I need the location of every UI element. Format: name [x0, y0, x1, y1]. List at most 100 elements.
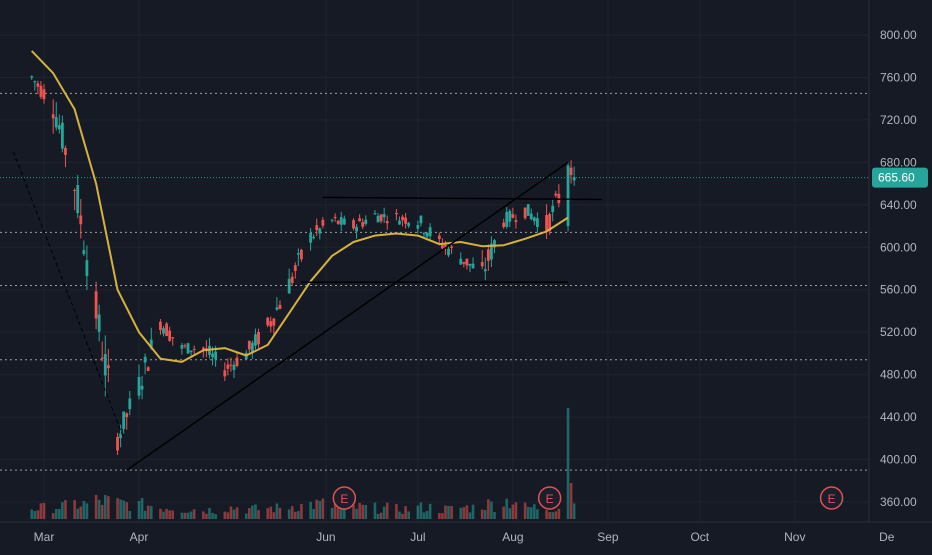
candle-body [395, 212, 398, 215]
candle-body [79, 215, 83, 225]
earnings-marker[interactable] [332, 486, 357, 510]
price-tick-label: 800.00 [880, 28, 917, 42]
volume-bar [143, 510, 147, 519]
volume-bar [557, 508, 561, 519]
volume-bar [251, 505, 254, 519]
volume-bar [171, 510, 175, 519]
candle-body [192, 348, 196, 350]
volume-bar [355, 508, 358, 519]
candle-body [94, 291, 98, 319]
volume-bar [269, 506, 273, 519]
price-tick-label: 440.00 [880, 410, 917, 424]
candle-body [116, 436, 119, 451]
candle-body [97, 314, 101, 332]
candle-body [103, 353, 107, 376]
candle-body [162, 328, 165, 334]
candle-body [183, 345, 187, 347]
trendline[interactable] [126, 161, 569, 471]
volume-bar [545, 510, 548, 519]
time-tick-label: Sep [597, 530, 619, 544]
volume-bar [183, 512, 187, 519]
volume-bar [441, 513, 444, 519]
volume-bar [100, 504, 104, 519]
resistance-line[interactable] [322, 196, 602, 201]
candle-body [214, 351, 218, 360]
candle-body [128, 398, 132, 410]
earnings-marker-label: E [828, 492, 836, 506]
candle-body [566, 165, 570, 227]
candle-body [428, 227, 432, 237]
candle-body [483, 269, 487, 272]
volume-bar [339, 502, 343, 519]
candle-body [480, 261, 484, 267]
volume-bar [373, 502, 377, 519]
volume-bar [226, 512, 230, 519]
candle-body [30, 76, 34, 78]
time-tick-label: Aug [502, 530, 523, 544]
volume-bar [192, 509, 196, 519]
volume-bar [214, 513, 217, 519]
time-axis-panel [0, 522, 932, 550]
volume-bar [168, 510, 171, 519]
candle-body [422, 233, 426, 235]
candle-body [39, 85, 43, 97]
candle-body [511, 214, 515, 218]
candle-body [168, 330, 172, 341]
volume-bar [33, 511, 37, 519]
volume-bar [425, 511, 429, 519]
earnings-marker[interactable] [819, 486, 844, 510]
candle-body [73, 190, 77, 192]
candle-body [355, 226, 358, 232]
candle-body [398, 220, 401, 225]
candle-body [450, 246, 453, 248]
candle-body [551, 205, 555, 212]
volume-bar [51, 513, 55, 519]
candle-body [266, 317, 270, 326]
volume-bar [208, 507, 211, 519]
candle-body [119, 433, 123, 438]
candle-body [447, 248, 450, 256]
candle-body [548, 214, 552, 231]
candle-body [278, 304, 282, 309]
candle-body [312, 236, 316, 239]
time-tick-label: Jun [316, 530, 335, 544]
candle-body [33, 81, 37, 83]
price-tick-label: 560.00 [880, 283, 917, 297]
price-axis-panel [869, 0, 932, 550]
volume-bar [529, 507, 533, 519]
volume-bar [450, 506, 453, 519]
volume-bar [162, 511, 165, 519]
candle-body [486, 249, 490, 261]
candle-body [247, 340, 251, 350]
volume-bar [514, 502, 518, 519]
dashed-decline-line[interactable] [12, 151, 125, 439]
volume-bar [569, 483, 573, 519]
volume-bar [165, 508, 168, 519]
volume-bar [290, 506, 294, 519]
volume-bar [149, 506, 153, 519]
candle-body [440, 244, 444, 249]
volume-bar [189, 511, 193, 519]
candle-body [232, 364, 236, 370]
candle-body [290, 276, 294, 283]
candle-body [300, 249, 303, 260]
time-tick-label: Jul [410, 530, 425, 544]
earnings-marker-label: E [546, 492, 554, 506]
candle-body [437, 235, 441, 240]
volume-bar [30, 509, 34, 519]
candle-body [229, 364, 233, 366]
candle-body [309, 232, 313, 243]
volume-bar [459, 507, 463, 519]
candle-body [336, 220, 340, 224]
candle-body [64, 147, 67, 155]
volume-bar [266, 508, 270, 519]
candle-body [490, 243, 493, 260]
candle-body [318, 228, 322, 234]
earnings-marker[interactable] [537, 486, 562, 510]
volume-bar [361, 504, 365, 519]
candle-body [526, 204, 530, 216]
candle-body [416, 225, 420, 229]
volume-bar [548, 512, 551, 519]
